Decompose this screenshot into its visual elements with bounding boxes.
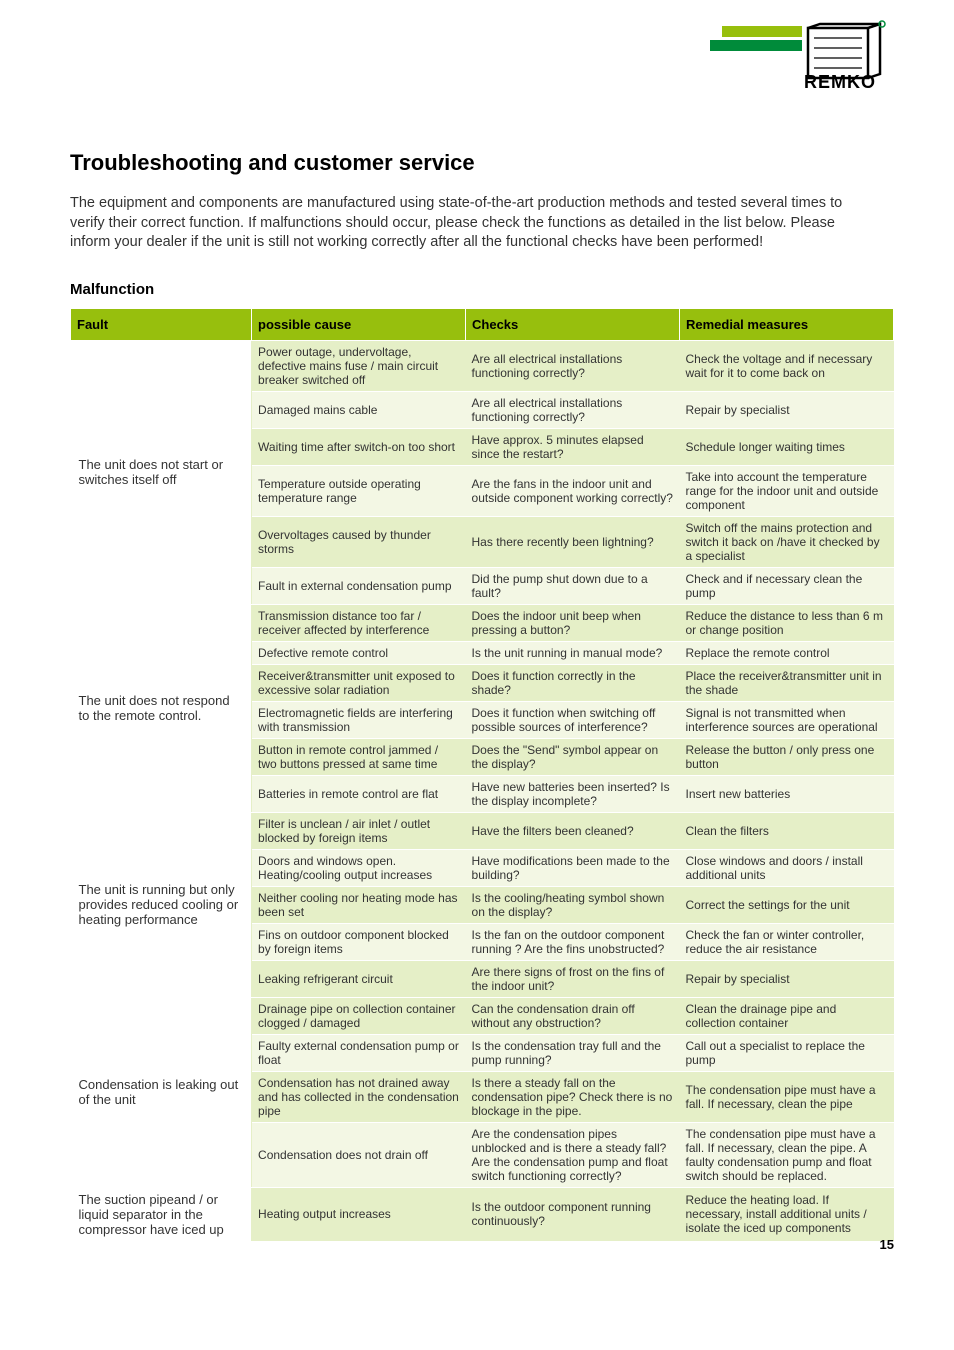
check-cell: Are all electrical installations functio…: [466, 391, 680, 428]
table-row: The unit does not start or switches itse…: [71, 340, 894, 391]
check-cell: Does the indoor unit beep when pressing …: [466, 604, 680, 641]
cause-cell: Button in remote control jammed / two bu…: [252, 738, 466, 775]
cause-cell: Faulty external condensation pump or flo…: [252, 1034, 466, 1071]
cause-cell: Electromagnetic fields are interfering w…: [252, 701, 466, 738]
check-cell: Have the filters been cleaned?: [466, 812, 680, 849]
cause-cell: Drainage pipe on collection container cl…: [252, 997, 466, 1034]
check-cell: Are the condensation pipes unblocked and…: [466, 1122, 680, 1187]
remedy-cell: Switch off the mains protection and swit…: [679, 516, 893, 567]
remedy-cell: Schedule longer waiting times: [679, 428, 893, 465]
check-cell: Has there recently been lightning?: [466, 516, 680, 567]
troubleshooting-table: Fault possible cause Checks Remedial mea…: [70, 308, 894, 1242]
check-cell: Is there a steady fall on the condensati…: [466, 1071, 680, 1122]
cause-cell: Damaged mains cable: [252, 391, 466, 428]
cause-cell: Defective remote control: [252, 641, 466, 664]
remedy-cell: Check and if necessary clean the pump: [679, 567, 893, 604]
check-cell: Is the cooling/heating symbol shown on t…: [466, 886, 680, 923]
check-cell: Does it function correctly in the shade?: [466, 664, 680, 701]
cause-cell: Waiting time after switch-on too short: [252, 428, 466, 465]
remedy-cell: Replace the remote control: [679, 641, 893, 664]
remedy-cell: Check the voltage and if necessary wait …: [679, 340, 893, 391]
remedy-cell: Signal is not transmitted when interfere…: [679, 701, 893, 738]
remedy-cell: Clean the filters: [679, 812, 893, 849]
check-cell: Have new batteries been inserted? Is the…: [466, 775, 680, 812]
remedy-cell: Repair by specialist: [679, 960, 893, 997]
check-cell: Is the outdoor component running continu…: [466, 1187, 680, 1241]
cause-cell: Doors and windows open. Heating/cooling …: [252, 849, 466, 886]
brand-text: REMKO: [804, 72, 876, 90]
table-row: The unit does not respond to the remote …: [71, 604, 894, 641]
fault-cell: The unit does not start or switches itse…: [71, 340, 252, 604]
remedy-cell: The condensation pipe must have a fall. …: [679, 1071, 893, 1122]
remedy-cell: Close windows and doors / install additi…: [679, 849, 893, 886]
cause-cell: Leaking refrigerant circuit: [252, 960, 466, 997]
cause-cell: Condensation does not drain off: [252, 1122, 466, 1187]
col-header-checks: Checks: [466, 308, 680, 340]
check-cell: Did the pump shut down due to a fault?: [466, 567, 680, 604]
check-cell: Are the fans in the indoor unit and outs…: [466, 465, 680, 516]
intro-paragraph: The equipment and components are manufac…: [70, 194, 860, 253]
remedy-cell: Place the receiver&transmitter unit in t…: [679, 664, 893, 701]
remedy-cell: Reduce the distance to less than 6 m or …: [679, 604, 893, 641]
remedy-cell: Repair by specialist: [679, 391, 893, 428]
document-page: REMKO Troubleshooting and customer servi…: [0, 0, 954, 1272]
remedy-cell: Clean the drainage pipe and collection c…: [679, 997, 893, 1034]
check-cell: Can the condensation drain off without a…: [466, 997, 680, 1034]
page-number: 15: [880, 1237, 894, 1252]
remedy-cell: Insert new batteries: [679, 775, 893, 812]
remedy-cell: Check the fan or winter controller, redu…: [679, 923, 893, 960]
check-cell: Is the fan on the outdoor component runn…: [466, 923, 680, 960]
brand-logo: REMKO: [704, 20, 894, 90]
fault-cell: The unit is running but only provides re…: [71, 812, 252, 997]
check-cell: Have modifications been made to the buil…: [466, 849, 680, 886]
cause-cell: Receiver&transmitter unit exposed to exc…: [252, 664, 466, 701]
cause-cell: Neither cooling nor heating mode has bee…: [252, 886, 466, 923]
remedy-cell: Take into account the temperature range …: [679, 465, 893, 516]
fault-cell: Condensation is leaking out of the unit: [71, 997, 252, 1187]
fault-cell: The suction pipeand / or liquid separato…: [71, 1187, 252, 1241]
table-row: The suction pipeand / or liquid separato…: [71, 1187, 894, 1241]
cause-cell: Batteries in remote control are flat: [252, 775, 466, 812]
check-cell: Does it function when switching off poss…: [466, 701, 680, 738]
remedy-cell: The condensation pipe must have a fall. …: [679, 1122, 893, 1187]
section-heading: Malfunction: [70, 281, 894, 298]
remedy-cell: Release the button / only press one butt…: [679, 738, 893, 775]
fault-cell: The unit does not respond to the remote …: [71, 604, 252, 812]
cause-cell: Transmission distance too far / receiver…: [252, 604, 466, 641]
check-cell: Have approx. 5 minutes elapsed since the…: [466, 428, 680, 465]
remko-logo-svg: REMKO: [704, 20, 894, 90]
remedy-cell: Reduce the heating load. If necessary, i…: [679, 1187, 893, 1241]
cause-cell: Overvoltages caused by thunder storms: [252, 516, 466, 567]
remedy-cell: Correct the settings for the unit: [679, 886, 893, 923]
cause-cell: Power outage, undervoltage, defective ma…: [252, 340, 466, 391]
check-cell: Is the unit running in manual mode?: [466, 641, 680, 664]
remedy-cell: Call out a specialist to replace the pum…: [679, 1034, 893, 1071]
cause-cell: Filter is unclean / air inlet / outlet b…: [252, 812, 466, 849]
cause-cell: Temperature outside operating temperatur…: [252, 465, 466, 516]
table-row: The unit is running but only provides re…: [71, 812, 894, 849]
check-cell: Is the condensation tray full and the pu…: [466, 1034, 680, 1071]
col-header-fault: Fault: [71, 308, 252, 340]
table-row: Condensation is leaking out of the unitD…: [71, 997, 894, 1034]
cause-cell: Condensation has not drained away and ha…: [252, 1071, 466, 1122]
page-title: Troubleshooting and customer service: [70, 150, 894, 176]
cause-cell: Heating output increases: [252, 1187, 466, 1241]
check-cell: Does the "Send" symbol appear on the dis…: [466, 738, 680, 775]
col-header-cause: possible cause: [252, 308, 466, 340]
check-cell: Are there signs of frost on the fins of …: [466, 960, 680, 997]
cause-cell: Fins on outdoor component blocked by for…: [252, 923, 466, 960]
table-header-row: Fault possible cause Checks Remedial mea…: [71, 308, 894, 340]
check-cell: Are all electrical installations functio…: [466, 340, 680, 391]
cause-cell: Fault in external condensation pump: [252, 567, 466, 604]
col-header-remedy: Remedial measures: [679, 308, 893, 340]
